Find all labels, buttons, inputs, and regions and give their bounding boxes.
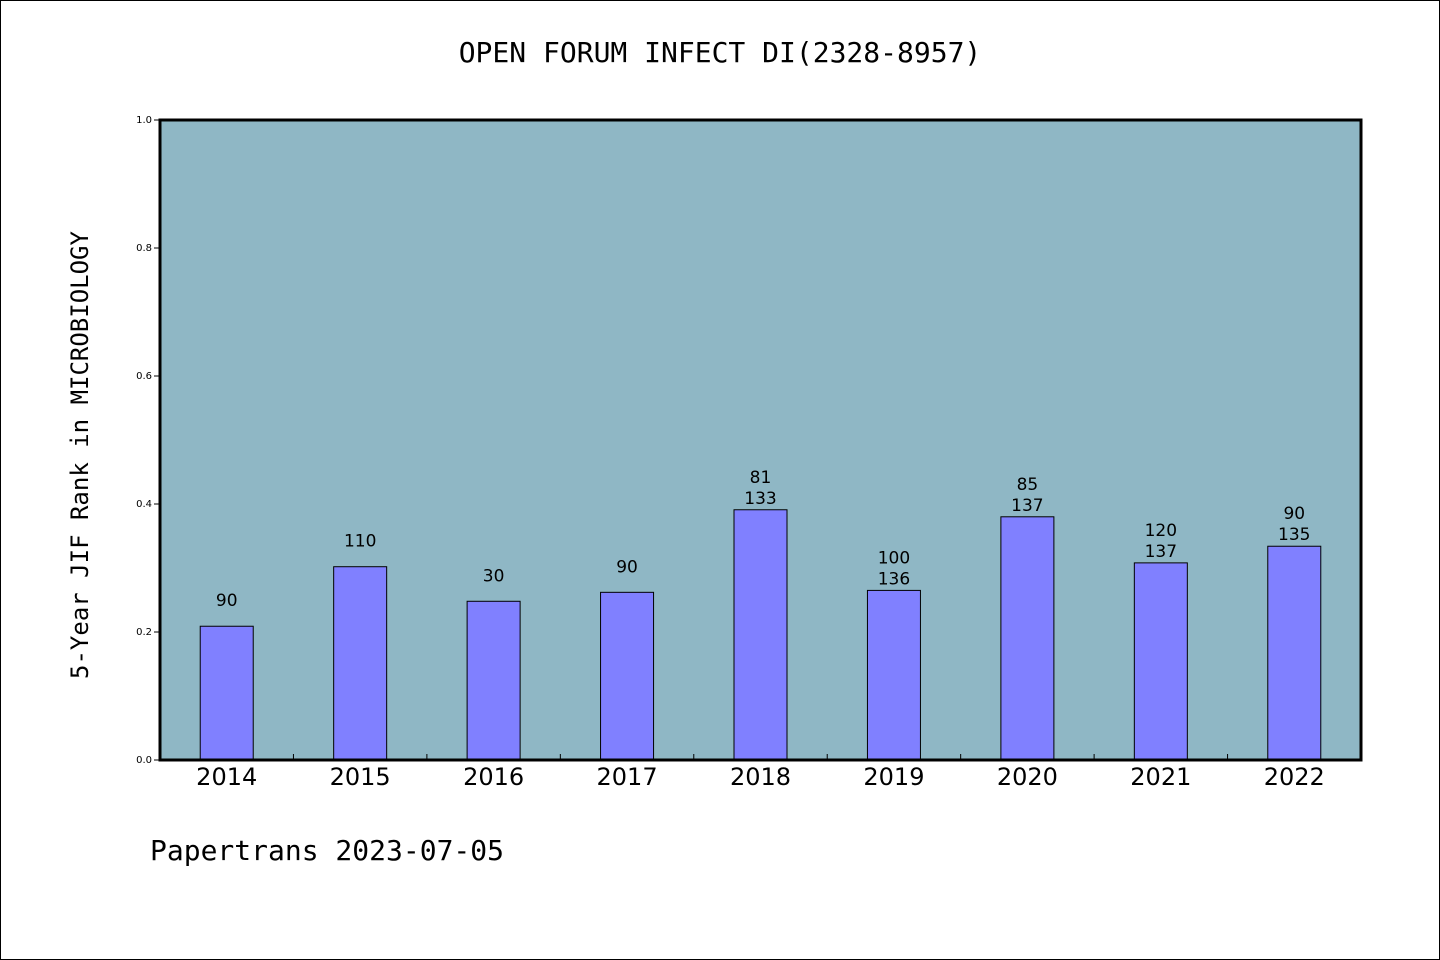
data-label: 110 — [344, 532, 376, 552]
data-label: 90 — [1283, 504, 1305, 524]
data-label: 137 — [1011, 496, 1043, 516]
x-tick-label: 2016 — [463, 763, 524, 791]
x-tick-label: 2021 — [1130, 763, 1191, 791]
y-tick-label: 0.6 — [136, 371, 152, 382]
x-tick-label: 2018 — [730, 763, 791, 791]
bar-2016 — [466, 600, 521, 761]
bar-2015 — [333, 566, 388, 761]
data-label: 90 — [216, 591, 238, 611]
y-tick-label: 1.0 — [136, 115, 152, 126]
x-tick-label: 2014 — [196, 763, 257, 791]
data-label: 136 — [878, 569, 910, 589]
data-label: 85 — [1017, 475, 1039, 495]
data-label: 135 — [1278, 525, 1310, 545]
plot-border — [158, 118, 1363, 762]
bar-2018 — [733, 509, 788, 761]
x-tick-label: 2019 — [863, 763, 924, 791]
data-label: 120 — [1145, 521, 1177, 541]
data-label: 100 — [878, 548, 910, 568]
chart-title: OPEN FORUM INFECT DI(2328-8957) — [458, 36, 982, 69]
data-label: 133 — [744, 489, 776, 509]
bar-2017 — [600, 591, 655, 761]
footer-text: Papertrans 2023-07-05 — [150, 834, 505, 867]
bar-2022 — [1267, 545, 1322, 761]
bar-2014 — [199, 625, 254, 761]
x-tick-label: 2022 — [1264, 763, 1325, 791]
y-tick-label: 0.4 — [136, 499, 152, 510]
x-tick-label: 2017 — [597, 763, 658, 791]
x-tick-label: 2020 — [997, 763, 1058, 791]
y-tick-label: 0.0 — [136, 755, 152, 766]
data-label: 90 — [616, 557, 638, 577]
y-tick-label: 0.8 — [136, 243, 152, 254]
data-label: 137 — [1145, 542, 1177, 562]
bar-2019 — [866, 589, 921, 761]
bar-2021 — [1133, 562, 1188, 761]
y-tick-label: 0.2 — [136, 627, 152, 638]
x-tick-label: 2015 — [330, 763, 391, 791]
bar-2020 — [1000, 516, 1055, 761]
data-label: 30 — [483, 566, 505, 586]
data-label: 81 — [750, 468, 772, 488]
